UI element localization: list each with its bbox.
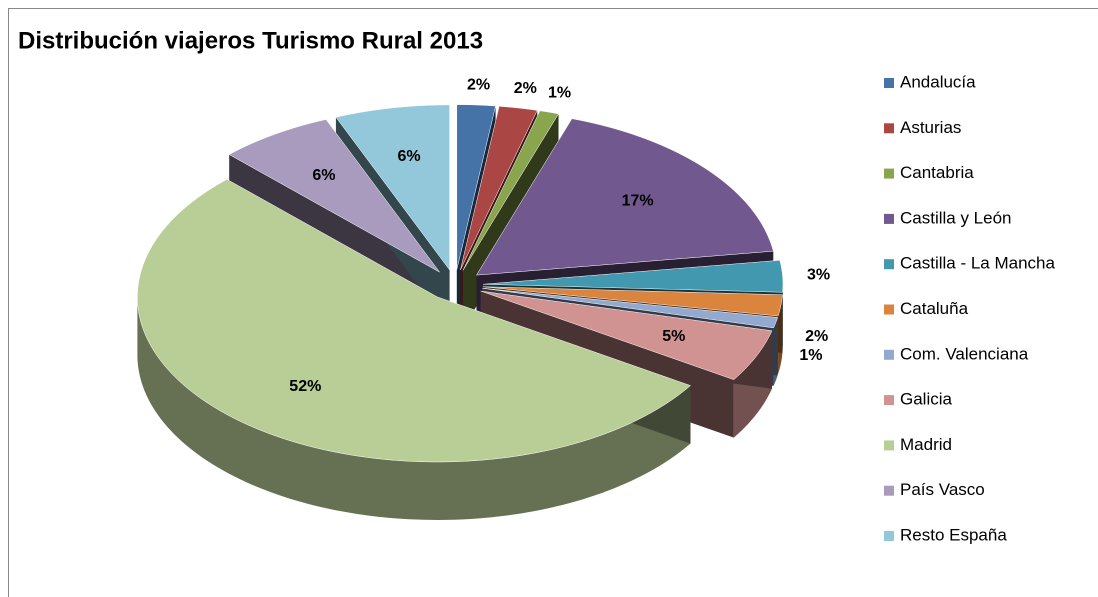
slice <box>456 104 496 270</box>
slice <box>228 119 440 273</box>
legend-label: Castilla - La Mancha <box>900 254 1056 273</box>
legend-swatch <box>884 123 894 134</box>
legend-swatch <box>884 395 894 406</box>
legend-swatch <box>884 349 894 360</box>
slice <box>335 104 450 271</box>
legend-swatch <box>884 259 894 270</box>
legend-swatch <box>884 213 894 224</box>
data-label: 2% <box>805 328 828 345</box>
data-label: 5% <box>662 328 685 345</box>
data-label: 6% <box>312 167 335 184</box>
slice <box>480 290 773 380</box>
legend-swatch <box>884 304 894 315</box>
slice <box>482 260 784 293</box>
data-label: 1% <box>548 84 571 101</box>
legend-swatch <box>884 440 894 451</box>
legend-label: Madrid <box>900 435 952 454</box>
slice <box>462 110 559 271</box>
chart-title: Distribución viajeros Turismo Rural 2013 <box>18 27 483 54</box>
legend-label: Galicia <box>900 390 953 409</box>
data-label: 3% <box>807 266 830 283</box>
legend-label: Com. Valenciana <box>900 344 1029 363</box>
data-label: 1% <box>799 347 822 364</box>
slice <box>137 179 691 463</box>
data-label: 17% <box>622 192 654 209</box>
legend-swatch <box>884 531 894 541</box>
data-label: 2% <box>467 76 490 93</box>
data-label: 6% <box>397 148 420 165</box>
legend-label: País Vasco <box>900 480 985 499</box>
legend-label: Castilla y León <box>900 208 1012 227</box>
slice <box>482 286 783 317</box>
legend-swatch <box>884 168 894 179</box>
slice <box>482 287 778 329</box>
legend-label: Cantabria <box>900 163 974 182</box>
data-label: 2% <box>514 80 537 97</box>
legend-label: Resto España <box>900 525 1007 544</box>
slice-side <box>137 296 691 520</box>
data-label: 52% <box>289 378 321 395</box>
legend-swatch <box>884 78 894 88</box>
legend-label: Andalucía <box>900 72 976 91</box>
legend-label: Cataluña <box>900 299 969 318</box>
slice <box>476 118 774 276</box>
legend-label: Asturias <box>900 118 961 137</box>
slice <box>460 106 538 270</box>
legend-swatch <box>884 485 894 496</box>
